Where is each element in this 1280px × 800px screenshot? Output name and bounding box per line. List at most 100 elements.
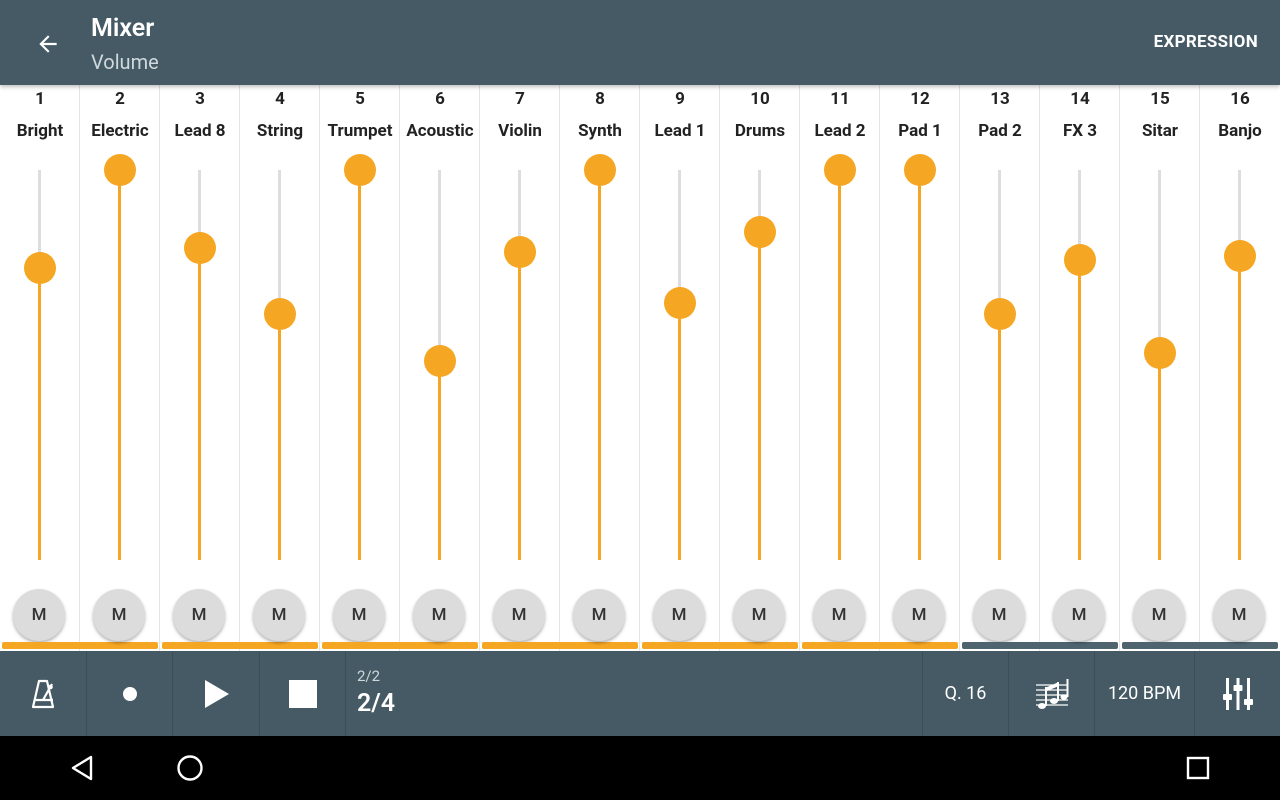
mute-button[interactable]: M (973, 589, 1025, 641)
circle-home-icon (177, 755, 203, 781)
volume-slider-fill (358, 170, 361, 560)
volume-slider-thumb[interactable] (1064, 243, 1096, 276)
mute-button[interactable]: M (893, 589, 945, 641)
quantize-button[interactable]: Q. 16 (922, 651, 1009, 736)
channel-number: 9 (675, 89, 685, 109)
mute-button[interactable]: M (253, 589, 305, 641)
mute-button[interactable]: M (173, 589, 225, 641)
volume-slider-thumb[interactable] (1224, 239, 1256, 272)
mixer-channel: 10 Drums M (720, 85, 800, 651)
mixer-channel: 7 Violin M (480, 85, 560, 651)
metronome-button[interactable] (0, 651, 87, 736)
volume-slider-thumb[interactable] (984, 298, 1016, 331)
channel-number: 3 (195, 89, 205, 109)
mute-button[interactable]: M (653, 589, 705, 641)
channel-name: Violin (498, 121, 542, 141)
channel-name: Synth (578, 121, 622, 141)
channel-name: Pad 1 (898, 121, 942, 141)
volume-slider-thumb[interactable] (424, 345, 456, 378)
channel-name: Pad 2 (978, 121, 1022, 141)
channel-name: Drums (734, 121, 786, 141)
channel-name: String (256, 121, 304, 141)
mute-button[interactable]: M (1053, 589, 1105, 641)
mixer-settings-button[interactable] (1195, 651, 1280, 736)
mixer-channel: 13 Pad 2 M (960, 85, 1040, 651)
volume-slider-thumb[interactable] (104, 154, 136, 186)
volume-slider-thumb[interactable] (344, 154, 376, 186)
stop-icon (288, 679, 317, 708)
volume-slider-thumb[interactable] (664, 286, 696, 319)
volume-slider-thumb[interactable] (504, 235, 536, 268)
app-bar: Mixer Volume EXPRESSION (0, 0, 1280, 85)
expression-button[interactable]: EXPRESSION (1153, 32, 1258, 52)
mixer-channel: 8 Synth M (560, 85, 640, 651)
triangle-back-icon (71, 755, 93, 781)
square-recents-icon (1186, 756, 1210, 780)
mute-button[interactable]: M (93, 589, 145, 641)
play-icon (205, 679, 229, 708)
mute-button[interactable]: M (413, 589, 465, 641)
mute-button[interactable]: M (1133, 589, 1185, 641)
mixer-channel: 2 Electric M (80, 85, 160, 651)
volume-slider-fill (438, 361, 441, 560)
playback-position[interactable]: 2/2 2/4 (346, 651, 546, 736)
channel-number: 6 (435, 89, 445, 109)
mixer-channel: 12 Pad 1 M (880, 85, 960, 651)
mixer-channel: 11 Lead 2 M (800, 85, 880, 651)
volume-slider-thumb[interactable] (824, 154, 856, 186)
quantize-label: Q. 16 (944, 683, 987, 704)
record-button[interactable] (87, 651, 173, 736)
volume-slider-thumb[interactable] (264, 298, 296, 331)
channel-number: 4 (275, 89, 285, 109)
channel-number: 16 (1230, 89, 1250, 109)
play-button[interactable] (173, 651, 260, 736)
volume-slider-thumb[interactable] (24, 251, 56, 284)
page-subtitle: Volume (91, 50, 159, 74)
mixer-channel: 9 Lead 1 M (640, 85, 720, 651)
volume-slider-fill (118, 170, 121, 560)
volume-slider-thumb[interactable] (584, 154, 616, 186)
channel-number: 13 (990, 89, 1010, 109)
volume-slider-thumb[interactable] (1144, 337, 1176, 370)
mute-button[interactable]: M (573, 589, 625, 641)
tempo-button[interactable]: 120 BPM (1095, 651, 1195, 736)
channel-name: Electric (91, 121, 149, 141)
channel-name: Acoustic (406, 121, 474, 141)
mute-button[interactable]: M (333, 589, 385, 641)
volume-slider-fill (758, 232, 761, 560)
volume-slider-fill (1158, 353, 1161, 560)
mixer-panel: 1 Bright M 2 Electric M 3 Lead 8 M 4 String M 5 Trump… (0, 85, 1280, 651)
channel-number: 8 (595, 89, 605, 109)
mixer-channel: 16 Banjo M (1200, 85, 1280, 651)
channel-name: FX 3 (1062, 121, 1098, 141)
nav-home-button[interactable] (168, 746, 212, 790)
stop-button[interactable] (260, 651, 346, 736)
position-subtext: 2/2 (357, 667, 381, 685)
channel-name: Banjo (1218, 121, 1262, 141)
volume-slider-thumb[interactable] (904, 154, 936, 186)
mute-button[interactable]: M (493, 589, 545, 641)
volume-slider-fill (38, 267, 41, 560)
nav-recents-button[interactable] (1176, 746, 1220, 790)
tempo-label: 120 BPM (1107, 683, 1182, 704)
volume-slider-thumb[interactable] (184, 232, 216, 264)
mixer-channel: 6 Acoustic M (400, 85, 480, 651)
channel-name: Lead 8 (174, 121, 226, 141)
mixer-channel: 5 Trumpet M (320, 85, 400, 651)
mute-button[interactable]: M (733, 589, 785, 641)
mute-button[interactable]: M (1213, 589, 1265, 641)
channel-number: 2 (115, 89, 125, 109)
volume-slider-thumb[interactable] (744, 216, 776, 249)
channel-activity-indicator (482, 642, 638, 649)
sliders-icon (1222, 677, 1253, 710)
channel-activity-indicator (802, 642, 958, 649)
score-button[interactable] (1009, 651, 1095, 736)
mixer-channel: 15 Sitar M (1120, 85, 1200, 651)
volume-slider-fill (278, 314, 281, 560)
back-button[interactable] (28, 24, 68, 64)
mute-button[interactable]: M (13, 589, 65, 641)
mute-button[interactable]: M (813, 589, 865, 641)
channel-number: 1 (35, 89, 45, 109)
nav-back-button[interactable] (60, 746, 104, 790)
channel-number: 14 (1070, 89, 1090, 109)
